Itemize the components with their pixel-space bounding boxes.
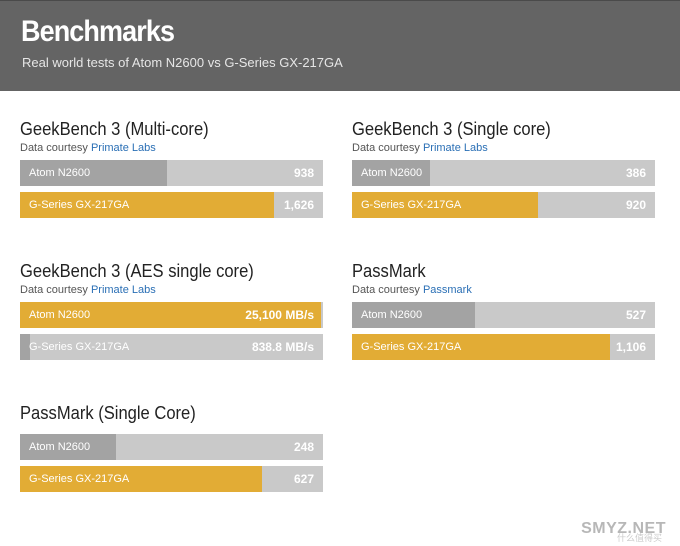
bar-track: G-Series GX-217GA 627 <box>20 466 323 492</box>
source-link[interactable]: Primate Labs <box>90 142 156 154</box>
bar-label: G-Series GX-217GA <box>361 341 462 353</box>
bar-fill <box>20 160 167 186</box>
data-credit: Data courtesy Primate Labs <box>20 141 323 155</box>
source-link[interactable]: Primate Labs <box>90 284 156 296</box>
chart-passmark: PassMark Data courtesy Passmark Atom N26… <box>352 260 655 366</box>
source-link[interactable]: Passmark <box>422 284 472 296</box>
chart-passmark-single: PassMark (Single Core) Atom N2600 248 G-S… <box>20 402 323 498</box>
bar-track: G-Series GX-217GA 920 <box>352 192 655 218</box>
chart-geekbench-multi: GeekBench 3 (Multi-core) Data courtesy P… <box>20 118 323 224</box>
site-watermark: SMYZ.NET <box>581 520 666 537</box>
bar-value: 920 <box>625 198 646 212</box>
bar-label: G-Series GX-217GA <box>29 473 130 485</box>
page-title: Benchmarks <box>21 15 175 48</box>
site-watermark-sub: 什么值得买 <box>616 533 662 543</box>
chart-geekbench-single: GeekBench 3 (Single core) Data courtesy … <box>352 118 655 224</box>
bar-fill <box>20 192 274 218</box>
bar-fill <box>20 302 321 328</box>
data-credit: Data courtesy Primate Labs <box>20 283 323 297</box>
bar-value: 527 <box>625 308 646 322</box>
bar-label: G-Series GX-217GA <box>29 199 130 211</box>
bar-value: 1,626 <box>283 198 314 212</box>
bar-track: Atom N2600 527 <box>352 302 655 328</box>
bar-label: Atom N2600 <box>29 309 91 321</box>
bar-label: Atom N2600 <box>29 167 91 179</box>
bar-fill <box>352 192 538 218</box>
bar-value: 627 <box>293 472 314 486</box>
chart-title: GeekBench 3 (Single core) <box>352 119 551 139</box>
bar-fill <box>20 466 262 492</box>
bar-value: 1,106 <box>615 340 646 354</box>
source-link[interactable]: Primate Labs <box>422 142 488 154</box>
chart-title: GeekBench 3 (AES single core) <box>20 261 254 281</box>
bar-value: 248 <box>293 440 314 454</box>
bar-fill <box>20 434 116 460</box>
bar-track: G-Series GX-217GA 1,626 <box>20 192 323 218</box>
chart-title: PassMark (Single Core) <box>20 403 196 423</box>
credit-prefix: Data courtesy <box>20 284 88 296</box>
bar-fill <box>352 334 610 360</box>
chart-geekbench-aes: GeekBench 3 (AES single core) Data court… <box>20 260 323 366</box>
credit-prefix: Data courtesy <box>20 142 88 154</box>
data-credit: Data courtesy Primate Labs <box>352 141 655 155</box>
bar-label: Atom N2600 <box>29 441 91 453</box>
bar-fill <box>20 334 31 360</box>
bar-value: 838.8 MB/s <box>251 340 314 354</box>
bar-fill <box>352 160 430 186</box>
bar-label: G-Series GX-217GA <box>29 341 130 353</box>
credit-prefix: Data courtesy <box>352 284 420 296</box>
bar-label: G-Series GX-217GA <box>361 199 462 211</box>
credit-prefix: Data courtesy <box>352 142 420 154</box>
bar-track: G-Series GX-217GA 1,106 <box>352 334 655 360</box>
chart-title: GeekBench 3 (Multi-core) <box>20 119 209 139</box>
bar-track: Atom N2600 386 <box>352 160 655 186</box>
bar-track: Atom N2600 248 <box>20 434 323 460</box>
bar-value: 386 <box>625 166 646 180</box>
data-credit: Data courtesy Passmark <box>352 283 655 297</box>
bar-label: Atom N2600 <box>361 167 423 179</box>
page-header: Benchmarks Real world tests of Atom N260… <box>0 0 680 91</box>
chart-title: PassMark <box>352 261 426 281</box>
bar-track: Atom N2600 938 <box>20 160 323 186</box>
bar-value: 25,100 MB/s <box>245 308 314 322</box>
bar-label: Atom N2600 <box>361 309 423 321</box>
bar-track: Atom N2600 25,100 MB/s <box>20 302 323 328</box>
bar-fill <box>352 302 475 328</box>
bar-value: 938 <box>293 166 314 180</box>
bar-track: G-Series GX-217GA 838.8 MB/s <box>20 334 323 360</box>
page-subtitle: Real world tests of Atom N2600 vs G-Seri… <box>22 55 343 70</box>
